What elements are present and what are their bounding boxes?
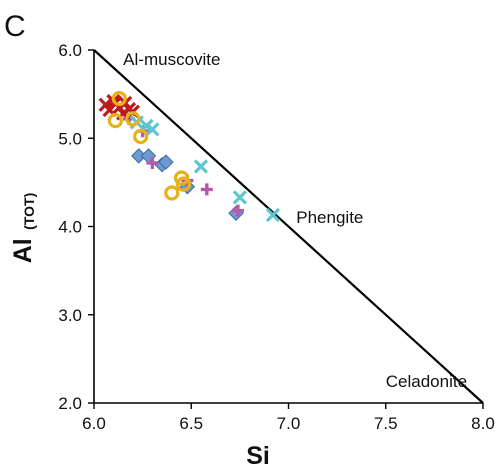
plus-marker <box>200 183 213 196</box>
y-tick-label: 5.0 <box>58 129 82 148</box>
y-axis-label-subscript: (TOT) <box>21 193 37 230</box>
circle-marker <box>111 90 127 107</box>
annotation-label: Celadonite <box>386 372 467 391</box>
y-tick-label: 3.0 <box>58 306 82 325</box>
circle-marker <box>164 185 180 201</box>
y-tick-label: 4.0 <box>58 218 82 237</box>
x-tick-label: 7.0 <box>277 414 301 433</box>
diamond-marker <box>158 154 174 170</box>
plot-area: 6.0 6.5 7.0 7.5 8.0 2.0 3.0 4.0 5.0 6.0 Al-muscovi… <box>58 41 494 433</box>
x-tick-label: 6.0 <box>82 414 106 433</box>
y-axis-label-group: Al (TOT) <box>9 193 37 264</box>
cross-marker <box>265 207 281 223</box>
annotation-label: Al-muscovite <box>123 50 220 69</box>
circle-marker <box>107 112 123 129</box>
annotation-label: Phengite <box>296 208 363 227</box>
panel-label: C <box>4 10 26 43</box>
y-axis-label: Al <box>9 238 37 263</box>
cross-marker <box>193 159 209 174</box>
x-tick-label: 7.5 <box>374 414 398 433</box>
x-axis-label: Si <box>246 442 270 470</box>
svg-text:Al (TOT): Al (TOT) <box>9 193 37 264</box>
x-tick-label: 8.0 <box>471 414 495 433</box>
muscovite-celadonite-line <box>93 49 484 404</box>
y-tick-label: 2.0 <box>58 394 82 413</box>
cross-marker <box>145 122 160 137</box>
circle-marker <box>125 111 141 127</box>
circle-marker <box>133 128 149 145</box>
plus-marker <box>146 156 159 169</box>
x-tick-label: 6.5 <box>179 414 203 433</box>
plus-marker <box>231 204 244 217</box>
circle-marker <box>175 176 192 192</box>
y-tick-label: 6.0 <box>58 41 82 60</box>
diamond-marker <box>228 205 244 221</box>
cross-marker <box>232 190 248 205</box>
